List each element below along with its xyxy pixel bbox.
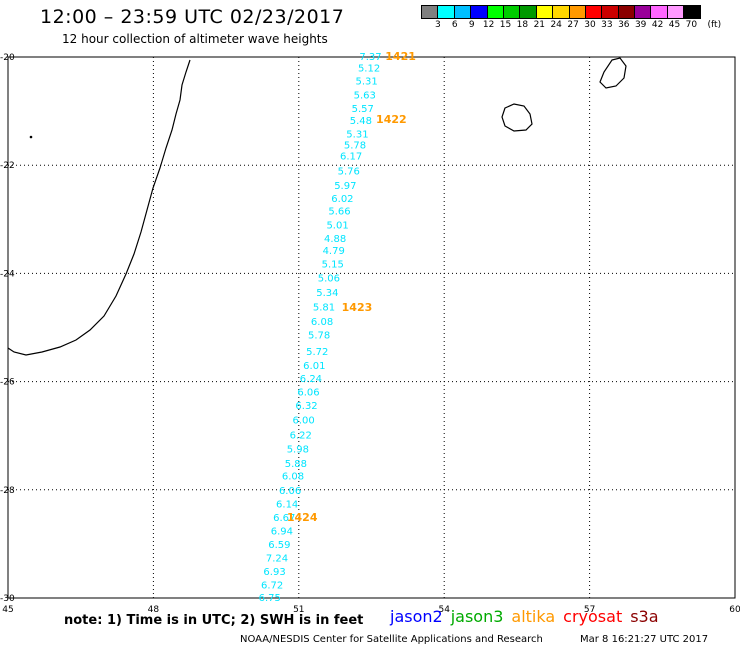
time-label: 1422 [376,113,407,126]
legend-label: 70 [685,20,698,30]
swh-label: 6.01 [303,361,325,372]
swh-label: 6.00 [293,415,315,426]
swh-label: 6.59 [268,540,290,551]
swh-label: 5.66 [328,207,350,218]
madagascar-coastline [7,59,191,356]
footer-note: note: 1) Time is in UTC; 2) SWH is in fe… [64,613,364,628]
time-label: 1421 [385,50,416,63]
islet-marker [29,135,33,139]
swh-label: 5.48 [350,116,372,127]
swh-label: 5.76 [338,167,360,178]
lon-tick-label: 57 [584,605,595,615]
swh-label: 6.24 [300,374,322,385]
swh-label: 5.15 [322,260,344,271]
swh-label: 5.57 [352,104,374,115]
map-subtitle: 12 hour collection of altimeter wave hei… [62,32,328,46]
lon-tick-label: 48 [148,605,160,615]
altimeter-track: 7.375.125.315.635.575.485.315.786.175.76… [259,50,416,604]
swh-label: 6.93 [263,567,285,578]
swh-label: 5.06 [318,274,340,285]
swh-label: 5.97 [334,181,356,192]
satellite-legend: jason2 jason3 altika cryosat s3a [390,607,667,626]
satellite-jason3: jason3 [450,607,504,626]
legend-label: 9 [468,20,475,30]
swh-label: 5.98 [287,445,309,456]
generated-timestamp: Mar 8 16:21:27 UTC 2017 [580,634,709,645]
swh-label: 5.78 [344,141,366,152]
map-grid [7,56,736,599]
swh-label: 6.02 [331,194,353,205]
legend-label: 36 [618,20,630,30]
legend-label: 21 [533,20,546,30]
swh-label: 6.17 [340,151,362,162]
swh-label: 5.31 [356,76,378,87]
swh-label: 5.34 [316,288,338,299]
legend-labels: 3 6 9 12 15 18 21 24 27 30 33 36 39 42 45 70 (ft) [421,19,721,31]
swh-label: 5.12 [358,63,380,74]
swh-label: 4.79 [323,246,345,257]
lat-tick-label: -24 [0,269,15,279]
lon-tick-label: 51 [293,605,304,615]
swh-label: 6.14 [276,499,298,510]
swh-label: 6.08 [311,317,333,328]
swh-label: 5.81 [313,302,335,313]
swh-label: 6.06 [297,387,319,398]
swh-label: 5.63 [354,90,376,101]
time-label: 1424 [287,511,318,524]
satellite-s3a: s3a [630,607,659,626]
legend-label: (ft) [707,20,722,30]
satellite-altika: altika [511,607,556,626]
map-title: 12:00 – 23:59 UTC 02/23/2017 [40,6,345,28]
legend-label: 39 [634,20,647,30]
swh-label: 6.06 [279,486,301,497]
lat-tick-label: -22 [0,161,15,171]
legend-label: 45 [668,20,681,30]
swh-label: 5.88 [285,459,307,470]
legend-label: 24 [550,20,562,30]
swh-label: 5.01 [326,221,348,232]
lat-tick-label: -28 [0,486,15,496]
legend-label: 27 [567,20,579,30]
time-label: 1423 [342,301,373,314]
legend-swatches [421,5,701,19]
swh-label: 6.94 [271,526,293,537]
mauritius-coastline [599,57,627,89]
lat-tick-label: -20 [0,53,15,63]
swh-label: 6.75 [259,593,281,604]
swh-label: 7.24 [266,553,288,564]
swh-label: 6.72 [261,580,283,591]
coastline [7,57,627,356]
swh-label: 5.72 [306,347,328,358]
swh-label: 7.37 [359,52,381,63]
legend-label: 6 [451,20,458,30]
lon-tick-label: 60 [729,605,740,615]
lat-tick-label: -26 [0,378,15,388]
map-frame [7,56,736,599]
satellite-cryosat: cryosat [563,607,623,626]
credit-text: NOAA/NESDIS Center for Satellite Applica… [240,634,543,645]
swh-label: 5.31 [346,129,368,140]
legend-label: 33 [601,20,613,30]
legend-label: 3 [435,20,441,30]
swh-label: 6.67 [273,513,295,524]
swh-label: 6.08 [282,472,304,483]
legend-label: 18 [516,20,529,30]
legend-label: 30 [584,20,596,30]
axis-labels: 45 48 51 54 57 60 -20 -22 -24 -26 -28 -30 [0,53,740,615]
lat-tick-label: -30 [0,594,15,604]
color-legend: 3 6 9 12 15 18 21 24 27 30 33 36 39 42 45 70 (ft) [421,5,721,31]
swh-label: 6.22 [290,431,312,442]
legend-label: 42 [651,20,664,30]
lon-tick-label: 54 [438,605,450,615]
lon-tick-label: 45 [2,605,13,615]
legend-label: 15 [499,20,512,30]
satellite-jason2: jason2 [390,607,443,626]
swh-label: 6.32 [295,401,317,412]
legend-swatch [683,5,701,19]
swh-label: 4.88 [324,234,346,245]
legend-label: 12 [482,20,495,30]
swh-label: 5.78 [308,331,330,342]
reunion-coastline [501,103,533,132]
